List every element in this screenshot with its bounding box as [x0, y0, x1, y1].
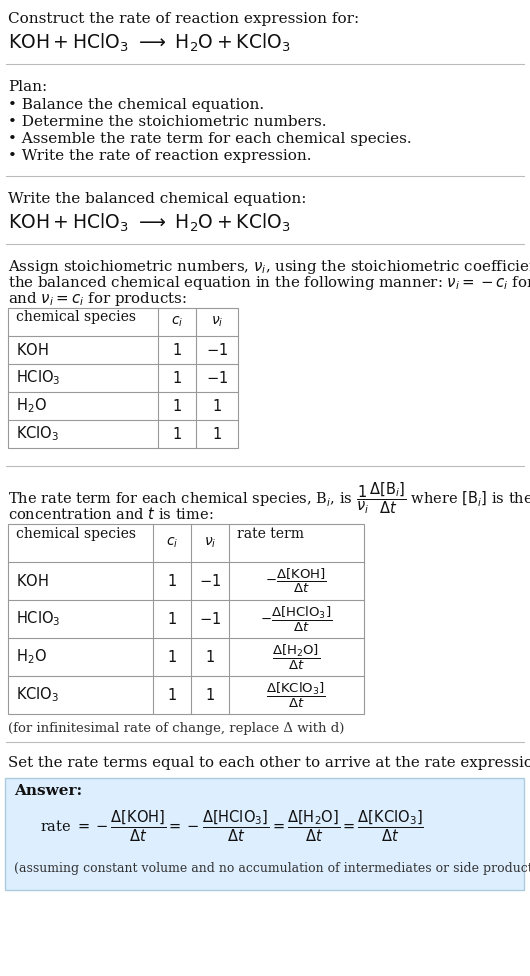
Text: $1$: $1$ — [167, 573, 177, 589]
Text: The rate term for each chemical species, B$_i$, is $\dfrac{1}{\nu_i}\dfrac{\Delt: The rate term for each chemical species,… — [8, 480, 530, 515]
Text: $1$: $1$ — [205, 687, 215, 703]
Text: $\mathrm{H_2O}$: $\mathrm{H_2O}$ — [16, 396, 47, 416]
Text: Plan:: Plan: — [8, 80, 47, 94]
Text: (for infinitesimal rate of change, replace Δ with d): (for infinitesimal rate of change, repla… — [8, 722, 344, 735]
Text: $-1$: $-1$ — [199, 573, 221, 589]
Bar — [8, 524, 364, 714]
Text: $\nu_i$: $\nu_i$ — [211, 315, 223, 329]
Text: $1$: $1$ — [167, 687, 177, 703]
Text: rate term: rate term — [237, 527, 304, 541]
Text: rate $= -\dfrac{\Delta[\mathrm{KOH}]}{\Delta t} = -\dfrac{\Delta[\mathrm{HClO_3}: rate $= -\dfrac{\Delta[\mathrm{KOH}]}{\D… — [40, 808, 424, 843]
Text: $1$: $1$ — [172, 398, 182, 414]
Text: $c_i$: $c_i$ — [171, 315, 183, 329]
Text: Write the balanced chemical equation:: Write the balanced chemical equation: — [8, 192, 306, 206]
Text: $\nu_i$: $\nu_i$ — [204, 536, 216, 550]
Text: $-\dfrac{\Delta[\mathrm{HClO_3}]}{\Delta t}$: $-\dfrac{\Delta[\mathrm{HClO_3}]}{\Delta… — [260, 604, 332, 633]
Text: • Write the rate of reaction expression.: • Write the rate of reaction expression. — [8, 149, 312, 163]
Text: $-1$: $-1$ — [206, 342, 228, 358]
Text: $\mathrm{KOH + HClO_3 \ \longrightarrow \ H_2O + KClO_3}$: $\mathrm{KOH + HClO_3 \ \longrightarrow … — [8, 32, 290, 55]
Text: $1$: $1$ — [172, 342, 182, 358]
Text: chemical species: chemical species — [16, 527, 136, 541]
Text: Set the rate terms equal to each other to arrive at the rate expression:: Set the rate terms equal to each other t… — [8, 756, 530, 770]
Text: $\mathrm{H_2O}$: $\mathrm{H_2O}$ — [16, 648, 47, 667]
Text: Answer:: Answer: — [14, 784, 82, 798]
Text: $1$: $1$ — [167, 611, 177, 627]
FancyBboxPatch shape — [5, 778, 524, 890]
Text: $\mathrm{KOH}$: $\mathrm{KOH}$ — [16, 573, 49, 589]
Text: • Determine the stoichiometric numbers.: • Determine the stoichiometric numbers. — [8, 115, 326, 129]
Text: $\mathrm{KClO_3}$: $\mathrm{KClO_3}$ — [16, 686, 59, 705]
Text: $-\dfrac{\Delta[\mathrm{KOH}]}{\Delta t}$: $-\dfrac{\Delta[\mathrm{KOH}]}{\Delta t}… — [265, 567, 327, 595]
Text: (assuming constant volume and no accumulation of intermediates or side products): (assuming constant volume and no accumul… — [14, 862, 530, 875]
Text: concentration and $t$ is time:: concentration and $t$ is time: — [8, 506, 214, 522]
Text: $-1$: $-1$ — [206, 370, 228, 386]
Bar — [8, 308, 238, 448]
Text: $\dfrac{\Delta[\mathrm{KClO_3}]}{\Delta t}$: $\dfrac{\Delta[\mathrm{KClO_3}]}{\Delta … — [266, 680, 326, 710]
Text: $\mathrm{HClO_3}$: $\mathrm{HClO_3}$ — [16, 369, 60, 387]
Text: $1$: $1$ — [172, 426, 182, 442]
Text: $1$: $1$ — [167, 649, 177, 665]
Text: • Balance the chemical equation.: • Balance the chemical equation. — [8, 98, 264, 112]
Text: and $\nu_i = c_i$ for products:: and $\nu_i = c_i$ for products: — [8, 290, 187, 308]
Text: $\mathrm{KClO_3}$: $\mathrm{KClO_3}$ — [16, 425, 59, 443]
Text: $1$: $1$ — [212, 398, 222, 414]
Text: $\mathrm{KOH + HClO_3 \ \longrightarrow \ H_2O + KClO_3}$: $\mathrm{KOH + HClO_3 \ \longrightarrow … — [8, 212, 290, 234]
Text: Construct the rate of reaction expression for:: Construct the rate of reaction expressio… — [8, 12, 359, 26]
Text: • Assemble the rate term for each chemical species.: • Assemble the rate term for each chemic… — [8, 132, 412, 146]
Text: Assign stoichiometric numbers, $\nu_i$, using the stoichiometric coefficients, $: Assign stoichiometric numbers, $\nu_i$, … — [8, 258, 530, 276]
Text: the balanced chemical equation in the following manner: $\nu_i = -c_i$ for react: the balanced chemical equation in the fo… — [8, 274, 530, 292]
Text: $-1$: $-1$ — [199, 611, 221, 627]
Text: $\dfrac{\Delta[\mathrm{H_2O}]}{\Delta t}$: $\dfrac{\Delta[\mathrm{H_2O}]}{\Delta t}… — [272, 642, 320, 671]
Text: $\mathrm{KOH}$: $\mathrm{KOH}$ — [16, 342, 49, 358]
Text: chemical species: chemical species — [16, 310, 136, 324]
Text: $\mathrm{HClO_3}$: $\mathrm{HClO_3}$ — [16, 610, 60, 629]
Text: $1$: $1$ — [172, 370, 182, 386]
Text: $c_i$: $c_i$ — [166, 536, 178, 550]
Text: $1$: $1$ — [205, 649, 215, 665]
Text: $1$: $1$ — [212, 426, 222, 442]
